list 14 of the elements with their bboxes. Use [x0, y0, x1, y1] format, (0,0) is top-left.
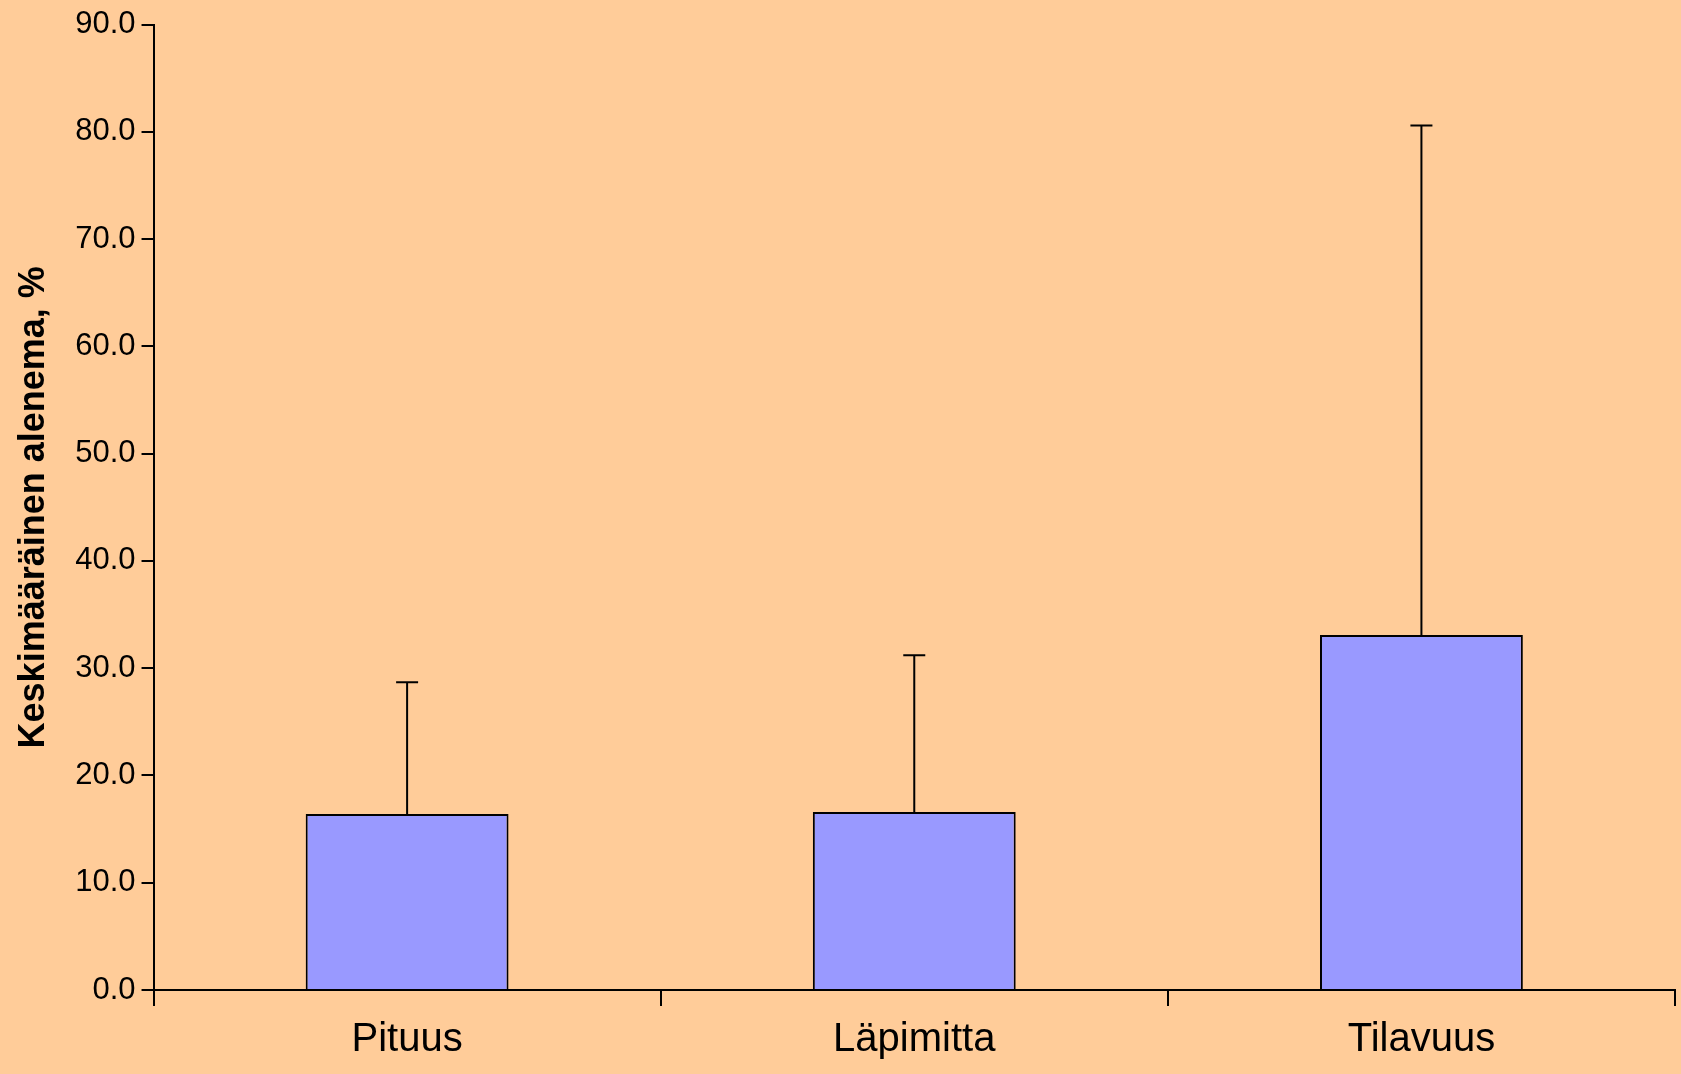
- y-tick-label: 60.0: [75, 326, 136, 362]
- x-tick-label: Läpimitta: [833, 1015, 997, 1060]
- y-tick-label: 20.0: [75, 756, 136, 792]
- y-axis-title: Keskimääräinen alenema, %: [10, 266, 52, 749]
- y-tick-label: 80.0: [75, 112, 136, 148]
- y-tick-label: 90.0: [75, 5, 136, 41]
- y-tick-label: 0.0: [92, 970, 136, 1006]
- y-tick-label: 70.0: [75, 219, 136, 255]
- y-tick-label: 50.0: [75, 434, 136, 470]
- y-tick-label: 10.0: [75, 863, 136, 899]
- x-tick-label: Tilavuus: [1347, 1015, 1496, 1060]
- y-tick-label: 40.0: [75, 541, 136, 577]
- x-tick-label: Pituus: [351, 1015, 463, 1060]
- y-tick-label: 30.0: [75, 648, 136, 684]
